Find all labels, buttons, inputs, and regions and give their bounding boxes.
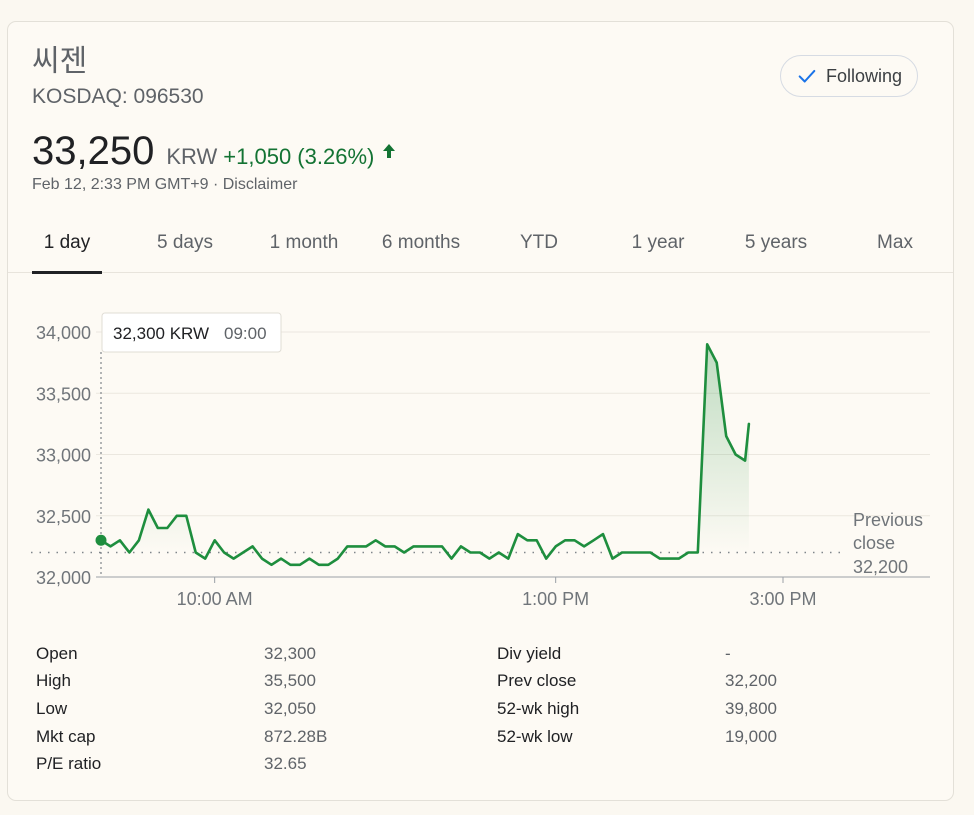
- tab-5-days[interactable]: 5 days: [157, 231, 213, 253]
- tab-ytd[interactable]: YTD: [520, 231, 558, 253]
- tab-5-years[interactable]: 5 years: [744, 231, 808, 253]
- tooltip-box: [101, 312, 282, 353]
- tooltip-price: 32,300 KRW: [113, 324, 209, 343]
- y-tick-label: 34,000: [36, 323, 91, 343]
- current-price: 33,250: [32, 129, 155, 173]
- y-tick-label: 33,500: [36, 384, 91, 404]
- y-tick-label: 32,000: [36, 568, 91, 588]
- tab-max[interactable]: Max: [877, 231, 913, 253]
- y-tick-label: 33,000: [36, 446, 91, 466]
- ticker-symbol: KOSDAQ: 096530: [32, 85, 204, 108]
- price-row: 33,250 KRW +1,050 (3.26%): [32, 128, 398, 174]
- y-tick-label: 32,500: [36, 507, 91, 527]
- x-tick-label: 3:00 PM: [749, 589, 816, 609]
- tooltip-time: 09:00: [224, 324, 267, 343]
- previous-close-label: Previous: [853, 510, 923, 530]
- price-timestamp: Feb 12, 2:33 PM GMT+9 · Disclaimer: [32, 176, 298, 193]
- x-tick-label: 1:00 PM: [522, 589, 589, 609]
- currency-label: KRW: [166, 144, 218, 169]
- previous-close-value: 32,200: [853, 557, 908, 577]
- company-name: 씨젠: [32, 45, 88, 78]
- cursor-dot: [95, 534, 107, 546]
- following-button[interactable]: Following: [780, 55, 918, 97]
- tab-1-year[interactable]: 1 year: [631, 231, 685, 253]
- x-tick-label: 10:00 AM: [177, 589, 253, 609]
- tab-1-day[interactable]: 1 day: [32, 212, 102, 274]
- tab-1-month[interactable]: 1 month: [269, 231, 339, 253]
- price-change: +1,050 (3.26%): [223, 144, 375, 169]
- following-label: Following: [825, 65, 903, 86]
- price-line: [99, 343, 751, 567]
- stock-card: 씨젠 KOSDAQ: 096530 Following 33,250 KRW +…: [7, 21, 954, 801]
- time-range-tabs: 1 day 5 days 1 month 6 months YTD 1 year…: [8, 212, 953, 274]
- checkmark-icon: [798, 69, 816, 83]
- arrow-up-icon: [383, 144, 396, 158]
- price-area-fill: [101, 344, 749, 553]
- tab-6-months[interactable]: 6 months: [381, 231, 461, 253]
- previous-close-label: close: [853, 533, 895, 553]
